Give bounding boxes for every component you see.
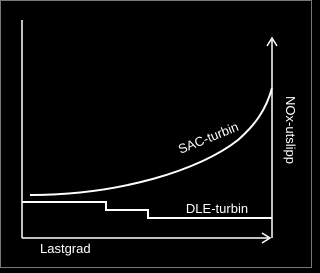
- y-arrow: [266, 36, 278, 47]
- frame: [0, 0, 312, 268]
- x-arrow: [261, 232, 272, 244]
- page: SAC-turbin DLE-turbin Lastgrad NOx-utsli…: [0, 0, 312, 268]
- y-axis-label: NOx-utslipp: [283, 96, 298, 164]
- dle-label: DLE-turbin: [186, 201, 248, 216]
- diagram: SAC-turbin DLE-turbin Lastgrad NOx-utsli…: [0, 0, 312, 268]
- x-axis-label: Lastgrad: [40, 241, 91, 256]
- dle-curve: [22, 201, 272, 219]
- sac-curve: [29, 87, 273, 196]
